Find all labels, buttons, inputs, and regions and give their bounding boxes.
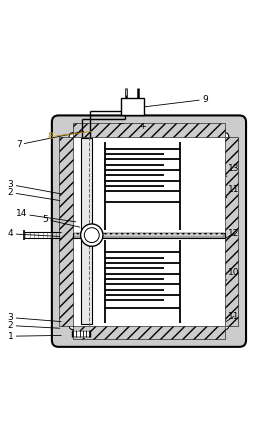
Text: 13: 13 [226, 164, 240, 176]
Text: 4: 4 [8, 229, 60, 238]
Text: 2: 2 [8, 188, 60, 201]
Bar [74, 233, 224, 237]
Text: 7: 7 [16, 131, 84, 149]
Bar [81, 238, 92, 324]
Text: 11: 11 [226, 185, 240, 198]
Text: +: + [139, 122, 146, 131]
Text: 9: 9 [145, 95, 208, 107]
Text: 2: 2 [8, 321, 60, 330]
Bar [73, 233, 225, 238]
Bar [59, 137, 73, 325]
Text: 5: 5 [42, 215, 80, 227]
Text: 14: 14 [16, 209, 76, 222]
Text: 3: 3 [8, 313, 61, 322]
Bar [81, 138, 92, 233]
Text: −: − [118, 119, 124, 128]
Text: 8: 8 [48, 131, 92, 141]
Bar [121, 98, 144, 116]
Text: 11: 11 [226, 312, 240, 321]
Text: 12: 12 [226, 229, 240, 238]
Text: 1: 1 [8, 332, 61, 341]
Bar [73, 326, 225, 340]
Circle shape [81, 224, 103, 247]
Bar [225, 137, 238, 325]
Text: 10: 10 [226, 268, 240, 280]
FancyBboxPatch shape [69, 133, 229, 329]
Text: 3: 3 [8, 180, 61, 194]
FancyBboxPatch shape [52, 116, 246, 347]
Bar [73, 123, 225, 137]
